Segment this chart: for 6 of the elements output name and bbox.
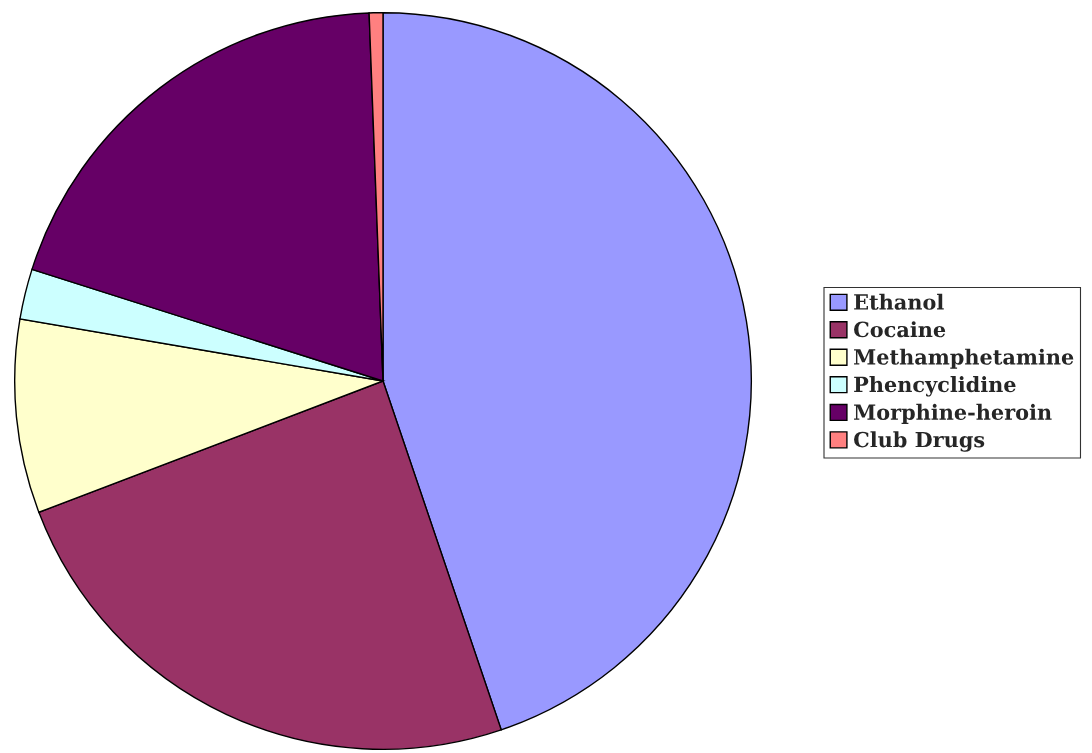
- legend-label: Methamphetamine: [854, 348, 1074, 369]
- legend-label: Club Drugs: [854, 431, 985, 452]
- legend-label: Phencyclidine: [854, 376, 1016, 397]
- legend-label: Morphine-heroin: [854, 403, 1052, 424]
- legend-label: Cocaine: [854, 321, 946, 338]
- legend-label: Ethanol: [854, 293, 944, 310]
